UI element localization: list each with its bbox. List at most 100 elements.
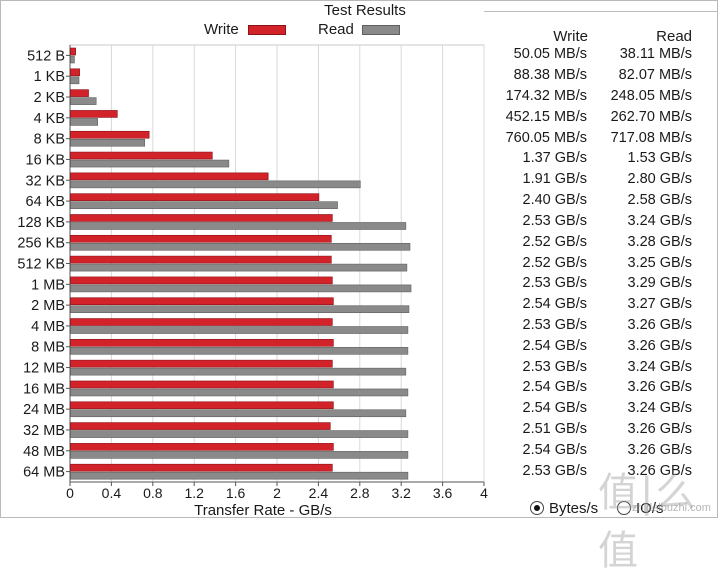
y-category-label: 16 KB xyxy=(26,152,66,168)
y-category-label: 8 MB xyxy=(31,340,65,356)
write-bar xyxy=(70,380,334,389)
y-category-label: 64 MB xyxy=(23,465,65,481)
read-value-cell: 3.28 GB/s xyxy=(627,233,692,250)
read-bar xyxy=(70,242,411,251)
watermark-url: zhidelbuzhi.com xyxy=(632,502,711,514)
bytes-per-sec-option[interactable]: Bytes/s xyxy=(530,498,598,518)
read-value-cell: 717.08 MB/s xyxy=(610,129,692,146)
y-category-label: 2 MB xyxy=(31,298,65,314)
read-bar xyxy=(70,201,338,209)
write-bar xyxy=(70,276,333,285)
write-bar xyxy=(70,234,332,243)
read-bar xyxy=(70,388,409,397)
read-bar xyxy=(70,97,97,105)
read-value-cell: 3.24 GB/s xyxy=(627,400,692,417)
y-category-label: 1 KB xyxy=(34,69,65,85)
transfer-rate-chart: 0 0.4 0.8 1.2 1.6 2 2.4 2.8 3.2 3.6 4 512 B 1 KB 2 KB… xyxy=(17,44,488,519)
y-category-label: 512 B xyxy=(27,48,65,64)
write-value-cell: 2.53 GB/s xyxy=(522,212,587,229)
read-value-cell: 3.24 GB/s xyxy=(627,212,692,229)
write-value-cell: 2.54 GB/s xyxy=(522,400,587,417)
read-bar xyxy=(70,76,80,85)
write-value-cell: 2.52 GB/s xyxy=(522,254,587,271)
write-value-cell: 1.37 GB/s xyxy=(522,150,587,167)
read-value-cell: 3.29 GB/s xyxy=(627,275,692,292)
read-bar xyxy=(70,326,409,334)
read-value-cell: 3.26 GB/s xyxy=(627,462,692,479)
io-per-sec-radio[interactable] xyxy=(617,501,631,515)
y-category-label: 1 MB xyxy=(31,277,65,293)
write-value-cell: 1.91 GB/s xyxy=(522,171,587,188)
read-bar xyxy=(70,471,409,480)
y-category-label: 256 KB xyxy=(17,236,65,252)
io-per-sec-label: IO/s xyxy=(636,499,664,517)
read-column-header: Read xyxy=(656,28,692,45)
y-category-label: 2 KB xyxy=(34,90,65,106)
watermark-logo: 值|么值 xyxy=(598,470,698,574)
write-value-cell: 2.40 GB/s xyxy=(522,192,587,209)
write-bar xyxy=(70,318,333,326)
legend-write-label: Write xyxy=(204,21,239,38)
read-bar xyxy=(70,347,409,355)
read-value-cell: 3.26 GB/s xyxy=(627,316,692,333)
write-value-cell: 50.05 MB/s xyxy=(513,46,587,63)
y-category-label: 48 MB xyxy=(23,444,65,460)
y-category-label: 64 KB xyxy=(26,194,66,210)
read-value-cell: 38.11 MB/s xyxy=(619,46,692,63)
write-value-cell: 2.54 GB/s xyxy=(522,296,587,313)
read-value-cell: 248.05 MB/s xyxy=(610,88,692,105)
write-value-cell: 2.51 GB/s xyxy=(522,420,587,437)
y-category-label: 4 MB xyxy=(31,319,65,335)
write-value-cell: 2.54 GB/s xyxy=(522,441,587,458)
read-bar xyxy=(70,55,75,64)
write-bar xyxy=(70,172,269,181)
read-bar xyxy=(70,430,409,438)
write-value-cell: 2.53 GB/s xyxy=(522,316,587,333)
write-bar xyxy=(70,255,332,264)
y-category-label: 8 KB xyxy=(34,132,65,148)
write-bar xyxy=(70,359,333,368)
read-bar xyxy=(70,305,410,314)
write-bar xyxy=(70,401,334,410)
write-bar xyxy=(70,47,76,56)
write-bar xyxy=(70,422,331,430)
legend-read-swatch xyxy=(362,25,400,35)
read-value-cell: 3.25 GB/s xyxy=(627,254,692,271)
x-tick-label: 1.2 xyxy=(184,485,204,501)
write-bar xyxy=(70,339,334,347)
write-bar xyxy=(70,130,150,139)
write-value-cell: 2.53 GB/s xyxy=(522,275,587,292)
y-category-label: 32 MB xyxy=(23,423,65,439)
y-category-label: 16 MB xyxy=(23,381,65,397)
read-bar xyxy=(70,451,409,459)
write-bar xyxy=(70,297,334,306)
read-value-cell: 3.26 GB/s xyxy=(627,337,692,354)
write-value-cell: 452.15 MB/s xyxy=(505,108,587,125)
write-value-cell: 88.38 MB/s xyxy=(513,67,587,84)
legend-write-swatch xyxy=(248,25,286,35)
write-bar xyxy=(70,89,89,97)
bytes-per-sec-radio[interactable] xyxy=(530,501,544,515)
read-bar xyxy=(70,118,98,126)
x-tick-label: 0.4 xyxy=(102,485,122,501)
write-value-cell: 2.54 GB/s xyxy=(522,379,587,396)
write-value-cell: 760.05 MB/s xyxy=(505,129,587,146)
read-bar xyxy=(70,367,407,376)
io-per-sec-option[interactable]: IO/s xyxy=(617,498,664,518)
write-value-cell: 2.53 GB/s xyxy=(522,462,587,479)
write-bar xyxy=(70,193,320,201)
read-value-cell: 3.26 GB/s xyxy=(627,420,692,437)
read-bar xyxy=(70,138,146,147)
bytes-per-sec-label: Bytes/s xyxy=(549,499,599,517)
window-title: Test Results xyxy=(324,2,406,19)
x-tick-label: 2.8 xyxy=(350,485,370,501)
read-value-cell: 262.70 MB/s xyxy=(610,108,692,125)
read-value-cell: 2.58 GB/s xyxy=(627,192,692,209)
write-bar xyxy=(70,463,333,472)
write-bar xyxy=(70,68,80,77)
write-column-header: Write xyxy=(553,28,588,45)
x-tick-label: 1.6 xyxy=(226,485,246,501)
read-bar xyxy=(70,263,408,272)
write-value-cell: 174.32 MB/s xyxy=(505,88,587,105)
read-bar xyxy=(70,159,230,168)
